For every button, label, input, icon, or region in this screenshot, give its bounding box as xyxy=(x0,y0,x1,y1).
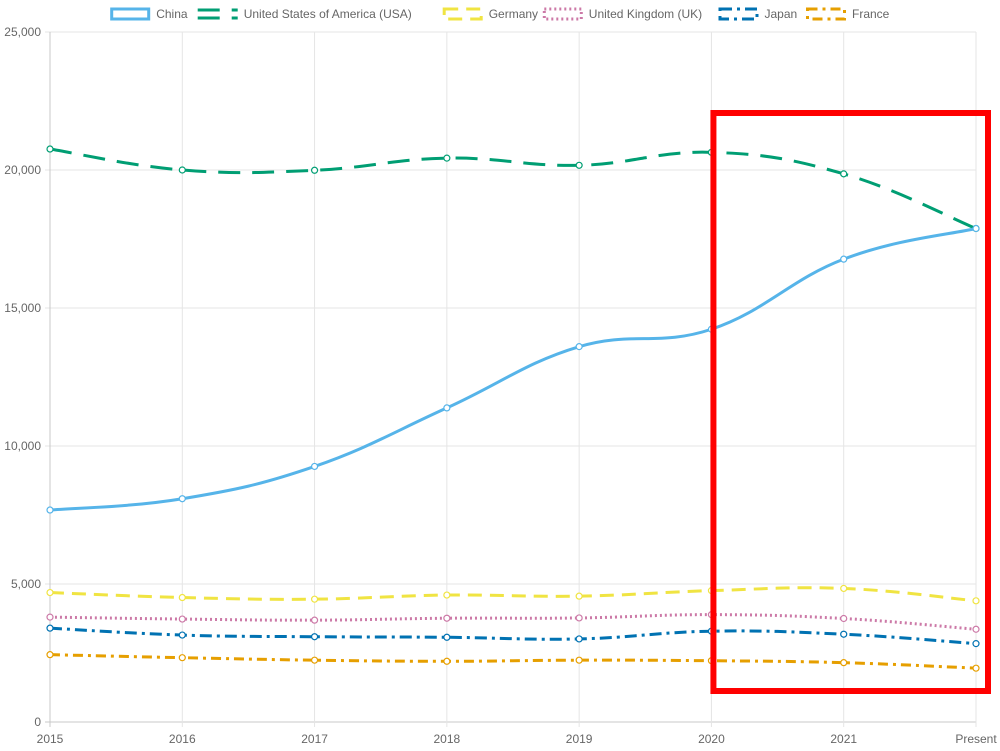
series-line xyxy=(49,147,977,230)
data-point[interactable] xyxy=(443,614,451,622)
x-tick-label: 2018 xyxy=(434,732,461,746)
data-point[interactable] xyxy=(178,631,186,639)
legend-item-japan[interactable]: Japan xyxy=(718,7,798,21)
series-line xyxy=(49,613,977,631)
legend-swatch xyxy=(542,7,583,21)
data-point[interactable] xyxy=(178,593,186,602)
data-point[interactable] xyxy=(972,224,980,233)
series-france xyxy=(46,651,980,672)
legend-label: China xyxy=(156,7,188,21)
data-point[interactable] xyxy=(178,654,186,662)
legend-item-united-kingdom-uk[interactable]: United Kingdom (UK) xyxy=(542,7,702,21)
legend-item-china[interactable]: China xyxy=(110,7,188,21)
data-point[interactable] xyxy=(310,595,319,603)
data-point[interactable] xyxy=(310,656,319,664)
x-tick-label: 2019 xyxy=(566,732,593,746)
data-point[interactable] xyxy=(840,584,848,593)
data-point[interactable] xyxy=(46,588,54,597)
legend-item-germany[interactable]: Germany xyxy=(442,7,538,21)
data-point[interactable] xyxy=(840,170,848,178)
series-japan xyxy=(46,624,980,648)
legend-swatch xyxy=(110,7,151,21)
data-point[interactable] xyxy=(443,591,451,599)
data-point[interactable] xyxy=(46,624,54,632)
x-tick-label: 2016 xyxy=(169,732,196,746)
y-tick-label: 5,000 xyxy=(11,577,41,591)
y-tick-label: 15,000 xyxy=(4,301,41,315)
legend-swatch xyxy=(806,7,846,21)
data-point[interactable] xyxy=(310,166,319,174)
y-tick-label: 0 xyxy=(34,715,41,729)
grid xyxy=(45,31,977,727)
data-point[interactable] xyxy=(972,625,980,633)
legend-label: Germany xyxy=(489,7,538,21)
data-point[interactable] xyxy=(443,154,451,162)
data-point[interactable] xyxy=(310,616,319,624)
x-tick-label: 2017 xyxy=(301,732,328,746)
data-point[interactable] xyxy=(46,651,54,659)
data-point[interactable] xyxy=(840,255,848,263)
data-point[interactable] xyxy=(575,343,583,351)
data-point[interactable] xyxy=(972,597,980,605)
data-point[interactable] xyxy=(840,614,848,623)
legend-item-france[interactable]: France xyxy=(806,7,890,21)
data-point[interactable] xyxy=(443,657,451,665)
series-united-states-of-america-usa xyxy=(46,145,980,233)
data-point[interactable] xyxy=(443,633,451,641)
data-point[interactable] xyxy=(46,613,54,621)
x-tick-label: 2020 xyxy=(698,732,725,746)
legend-label: France xyxy=(852,7,890,21)
series-line xyxy=(49,227,977,512)
y-tick-label: 25,000 xyxy=(4,25,41,39)
annotations xyxy=(710,110,992,694)
y-tick-label: 10,000 xyxy=(4,439,41,453)
series-line xyxy=(49,653,977,670)
highlight-box xyxy=(710,110,992,694)
legend: China United States of America (USA) Germa… xyxy=(110,7,890,21)
series-line xyxy=(49,586,977,603)
series-line xyxy=(49,626,977,646)
data-point[interactable] xyxy=(575,656,583,664)
data-point[interactable] xyxy=(972,664,980,672)
series-china xyxy=(46,224,980,514)
data-point[interactable] xyxy=(575,614,583,622)
legend-swatch xyxy=(442,7,483,21)
data-point[interactable] xyxy=(575,592,583,600)
legend-label: United States of America (USA) xyxy=(244,7,412,21)
data-point[interactable] xyxy=(178,615,186,623)
legend-label: United Kingdom (UK) xyxy=(589,7,702,21)
data-point[interactable] xyxy=(575,635,583,643)
data-point[interactable] xyxy=(178,166,186,174)
data-point[interactable] xyxy=(443,404,451,412)
data-point[interactable] xyxy=(46,145,54,153)
data-point[interactable] xyxy=(840,659,848,667)
legend-label: Japan xyxy=(765,7,798,21)
data-point[interactable] xyxy=(840,630,848,638)
data-point[interactable] xyxy=(310,462,319,471)
legend-swatch xyxy=(718,7,759,21)
axes: 0 5,000 10,000 15,000 20,000 25,000 2015 2016 20… xyxy=(4,25,997,746)
y-tick-label: 20,000 xyxy=(4,163,41,177)
data-point[interactable] xyxy=(46,506,54,514)
legend-item-united-states-of-america-usa[interactable]: United States of America (USA) xyxy=(197,7,412,21)
data-point[interactable] xyxy=(310,633,319,641)
x-tick-label: Present xyxy=(955,732,997,746)
series-lines xyxy=(46,145,980,672)
x-tick-label: 2021 xyxy=(830,732,857,746)
series-united-kingdom-uk xyxy=(46,611,980,633)
series-germany xyxy=(46,584,980,605)
data-point[interactable] xyxy=(575,161,583,169)
x-tick-label: 2015 xyxy=(37,732,64,746)
data-point[interactable] xyxy=(178,495,186,503)
data-point[interactable] xyxy=(972,640,980,648)
